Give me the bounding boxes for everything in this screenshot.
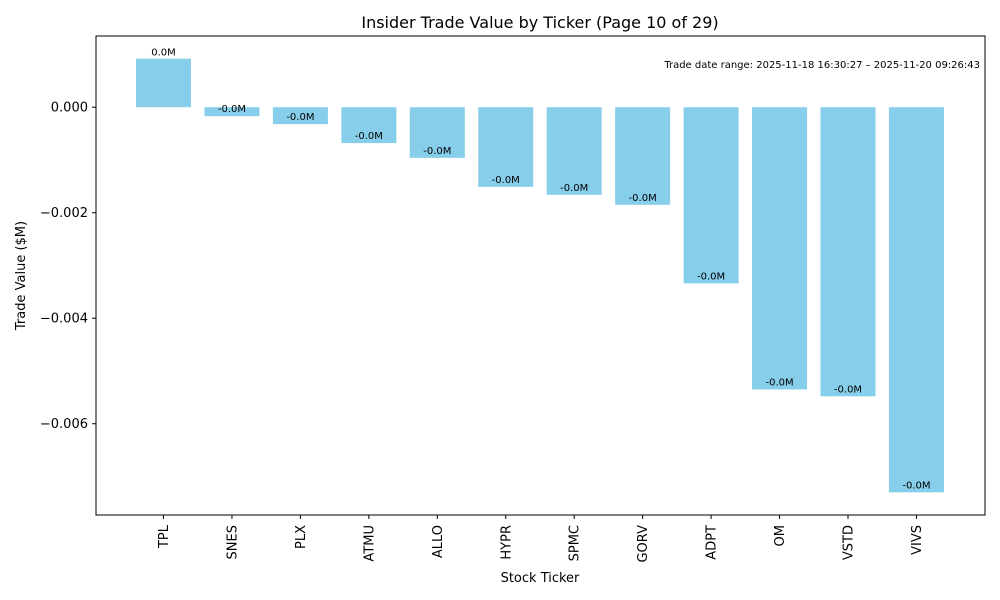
data-label-spmc: -0.0M <box>560 183 588 194</box>
bar-tpl <box>136 58 191 108</box>
x-tick-label-adpt: ADPT <box>705 525 720 560</box>
bar-hypr <box>478 107 534 187</box>
data-label-hypr: -0.0M <box>492 175 520 186</box>
x-tick-label-gorv: GORV <box>636 525 651 563</box>
y-tick-label: −0.006 <box>40 417 88 432</box>
data-label-adpt: -0.0M <box>697 271 725 282</box>
data-label-atmu: -0.0M <box>355 131 383 142</box>
data-label-tpl: 0.0M <box>151 48 176 59</box>
bars-group <box>136 58 944 493</box>
x-tick-label-spmc: SPMC <box>568 525 583 561</box>
plot-frame <box>95 35 986 516</box>
x-tick-label-plx: PLX <box>294 525 309 549</box>
y-tick-label: −0.002 <box>40 206 88 221</box>
bar-vivs <box>888 107 944 493</box>
bar-spmc <box>546 107 602 195</box>
x-tick-label-vivs: VIVS <box>910 525 925 555</box>
y-tick-label: −0.004 <box>40 312 88 327</box>
data-label-snes: -0.0M <box>218 104 246 115</box>
data-label-om: -0.0M <box>765 377 793 388</box>
chart-title: Insider Trade Value by Ticker (Page 10 o… <box>361 13 718 32</box>
y-tick-label: 0.000 <box>51 101 88 116</box>
x-tick-label-hypr: HYPR <box>499 525 514 560</box>
data-labels-group: 0.0M -0.0M -0.0M -0.0M -0.0M -0.0M -0.0M -0.0M -… <box>151 48 930 492</box>
bar-adpt <box>683 107 739 284</box>
x-tick-label-om: OM <box>773 525 788 546</box>
x-tick-label-atmu: ATMU <box>362 525 377 562</box>
bar-allo <box>409 107 465 158</box>
bar-snes <box>204 107 260 117</box>
x-tick-label-snes: SNES <box>225 525 240 559</box>
x-axis-label: Stock Ticker <box>501 571 580 586</box>
x-tick-label-allo: ALLO <box>431 525 446 558</box>
x-tick-label-tpl: TPL <box>157 524 172 549</box>
y-axis-ticks: 0.000 −0.002 −0.004 −0.006 <box>40 101 96 432</box>
data-label-plx: -0.0M <box>286 112 314 123</box>
bar-atmu <box>341 107 397 144</box>
x-tick-label-vstd: VSTD <box>842 525 857 560</box>
data-label-gorv: -0.0M <box>629 193 657 204</box>
bar-plx <box>272 107 328 125</box>
date-range-annotation: Trade date range: 2025-11-18 16:30:27 – … <box>663 60 980 71</box>
y-axis-label: Trade Value ($M) <box>14 221 29 331</box>
bar-vstd <box>820 107 876 397</box>
data-label-vivs: -0.0M <box>902 480 930 491</box>
data-label-allo: -0.0M <box>423 146 451 157</box>
bar-om <box>752 107 808 390</box>
bar-gorv <box>615 107 671 205</box>
data-label-vstd: -0.0M <box>834 384 862 395</box>
x-axis-ticks: TPL SNES PLX ATMU ALLO HYPR SPMC GORV ADPT OM VSTD… <box>157 515 925 563</box>
